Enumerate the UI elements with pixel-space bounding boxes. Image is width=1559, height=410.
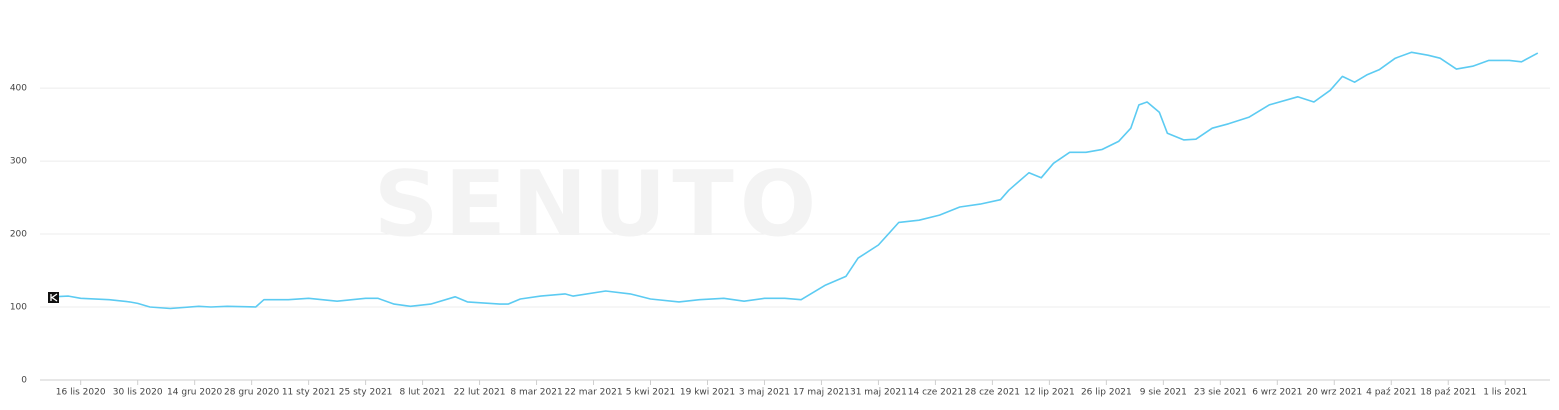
x-tick-label: 14 gru 2020 bbox=[167, 388, 222, 398]
x-tick-label: 18 paź 2021 bbox=[1420, 388, 1476, 398]
x-tick-label: 22 lut 2021 bbox=[454, 388, 506, 398]
y-tick-label: 200 bbox=[10, 230, 27, 240]
x-tick-label: 6 wrz 2021 bbox=[1252, 388, 1302, 398]
x-tick-label: 20 wrz 2021 bbox=[1306, 388, 1362, 398]
x-tick-label: 8 mar 2021 bbox=[510, 388, 562, 398]
x-tick-label: 26 lip 2021 bbox=[1081, 388, 1132, 398]
watermark: SENUTO bbox=[374, 152, 823, 257]
x-tick-label: 19 kwi 2021 bbox=[680, 388, 735, 398]
y-tick-label: 400 bbox=[10, 84, 27, 94]
x-tick-label: 1 lis 2021 bbox=[1483, 388, 1527, 398]
x-tick-label: 4 paź 2021 bbox=[1366, 388, 1416, 398]
x-tick-label: 22 mar 2021 bbox=[564, 388, 622, 398]
x-tick-label: 9 sie 2021 bbox=[1140, 388, 1187, 398]
data-line bbox=[52, 51, 1539, 310]
x-tick-label: 25 sty 2021 bbox=[339, 388, 393, 398]
x-tick-label: 30 lis 2020 bbox=[113, 388, 163, 398]
x-tick-label: 17 maj 2021 bbox=[793, 388, 850, 398]
x-tick-label: 31 maj 2021 bbox=[850, 388, 907, 398]
x-tick-label: 23 sie 2021 bbox=[1194, 388, 1247, 398]
x-tick-label: 8 lut 2021 bbox=[400, 388, 446, 398]
y-tick-label: 300 bbox=[10, 157, 27, 167]
y-tick-label: 100 bbox=[10, 303, 27, 313]
x-tick-label: 16 lis 2020 bbox=[56, 388, 106, 398]
y-tick-label: 0 bbox=[21, 376, 27, 386]
x-tick-label: 28 gru 2020 bbox=[224, 388, 279, 398]
x-tick-label: 5 kwi 2021 bbox=[626, 388, 675, 398]
x-tick-label: 28 cze 2021 bbox=[965, 388, 1020, 398]
annotation-icon bbox=[48, 292, 59, 303]
x-tick-label: 12 lip 2021 bbox=[1024, 388, 1075, 398]
x-tick-label: 11 sty 2021 bbox=[282, 388, 336, 398]
x-tick-label: 14 cze 2021 bbox=[908, 388, 963, 398]
x-tick-label: 3 maj 2021 bbox=[739, 388, 790, 398]
